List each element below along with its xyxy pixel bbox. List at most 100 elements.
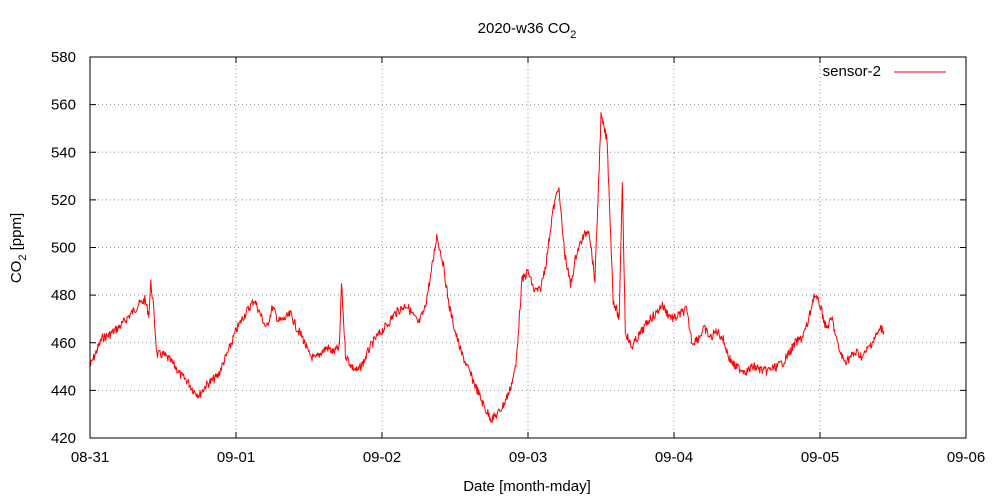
data-point — [418, 323, 419, 324]
data-point — [692, 342, 693, 343]
data-point — [673, 318, 674, 319]
data-point — [552, 214, 553, 215]
data-point — [341, 283, 342, 284]
data-point — [637, 337, 638, 338]
data-point — [333, 352, 334, 353]
data-point — [150, 283, 151, 284]
data-point — [838, 347, 839, 348]
data-point — [558, 185, 559, 186]
data-point — [643, 328, 644, 329]
y-tick-label: 540 — [51, 144, 76, 161]
chart-title-subscript: 2 — [570, 29, 576, 41]
chart-title-text: 2020-w36 CO — [478, 20, 571, 37]
x-tick-label: 09-02 — [363, 449, 401, 466]
legend-label-sensor-2: sensor-2 — [823, 63, 881, 80]
data-point — [175, 366, 176, 367]
data-point — [497, 414, 498, 415]
data-point — [600, 116, 601, 117]
series-line-sensor-2 — [89, 112, 885, 423]
data-point — [102, 337, 103, 338]
data-point — [406, 304, 407, 305]
x-tick-label: 08-31 — [71, 449, 109, 466]
data-point — [722, 337, 723, 338]
data-point — [148, 314, 149, 315]
data-point — [655, 314, 656, 315]
data-point — [168, 359, 169, 360]
data-point — [759, 368, 760, 369]
data-point — [509, 390, 510, 391]
series-layer — [89, 112, 885, 423]
data-point — [588, 228, 589, 229]
x-axis-label: Date [month-mday] — [463, 478, 591, 495]
data-point — [381, 330, 382, 331]
data-point — [284, 318, 285, 319]
data-point — [856, 352, 857, 353]
data-point — [314, 359, 315, 360]
x-tick-label: 09-01 — [217, 449, 255, 466]
data-point — [467, 366, 468, 367]
data-point — [156, 354, 157, 355]
data-point — [327, 347, 328, 348]
data-point — [540, 290, 541, 291]
data-point — [254, 299, 255, 300]
data-point — [424, 309, 425, 310]
data-point — [199, 395, 200, 396]
data-point — [95, 352, 96, 353]
y-tick-label: 480 — [51, 287, 76, 304]
data-point — [686, 309, 687, 310]
data-point — [752, 366, 753, 367]
data-point — [844, 361, 845, 362]
data-point — [363, 361, 364, 362]
data-point — [813, 295, 814, 296]
data-point — [597, 199, 598, 200]
data-point — [515, 366, 516, 367]
data-point — [187, 380, 188, 381]
data-point — [211, 380, 212, 381]
chart-title: 2020-w36 CO2 — [478, 20, 577, 41]
data-point — [260, 314, 261, 315]
data-point — [874, 337, 875, 338]
data-point — [479, 395, 480, 396]
data-point — [345, 354, 346, 355]
data-point — [266, 328, 267, 329]
x-tick-label: 09-04 — [655, 449, 693, 466]
data-point — [679, 314, 680, 315]
data-point — [473, 380, 474, 381]
data-point — [801, 337, 802, 338]
data-point — [783, 361, 784, 362]
data-point — [546, 261, 547, 262]
data-point — [527, 271, 528, 272]
data-point — [339, 347, 340, 348]
data-point — [594, 280, 595, 281]
data-point — [825, 328, 826, 329]
data-point — [387, 323, 388, 324]
data-point — [430, 275, 431, 276]
data-point — [448, 304, 449, 305]
data-point — [454, 330, 455, 331]
data-point — [649, 318, 650, 319]
y-axis-label-subscript: 2 — [17, 255, 29, 261]
data-point — [152, 299, 153, 300]
y-axis-label: CO2 [ppm] — [8, 213, 29, 283]
data-point — [819, 304, 820, 305]
y-axis-label-unit: [ppm] — [8, 213, 25, 255]
data-point — [880, 328, 881, 329]
data-point — [850, 356, 851, 357]
data-point — [241, 318, 242, 319]
data-point — [868, 347, 869, 348]
y-tick-label: 560 — [51, 97, 76, 114]
data-point — [205, 385, 206, 386]
data-point — [862, 356, 863, 357]
data-point — [394, 314, 395, 315]
data-point — [460, 352, 461, 353]
x-tick-label: 09-03 — [509, 449, 547, 466]
data-point — [491, 418, 492, 419]
data-point — [771, 368, 772, 369]
data-point — [351, 366, 352, 367]
data-point — [272, 306, 273, 307]
data-point — [126, 318, 127, 319]
data-point — [308, 354, 309, 355]
data-point — [734, 366, 735, 367]
